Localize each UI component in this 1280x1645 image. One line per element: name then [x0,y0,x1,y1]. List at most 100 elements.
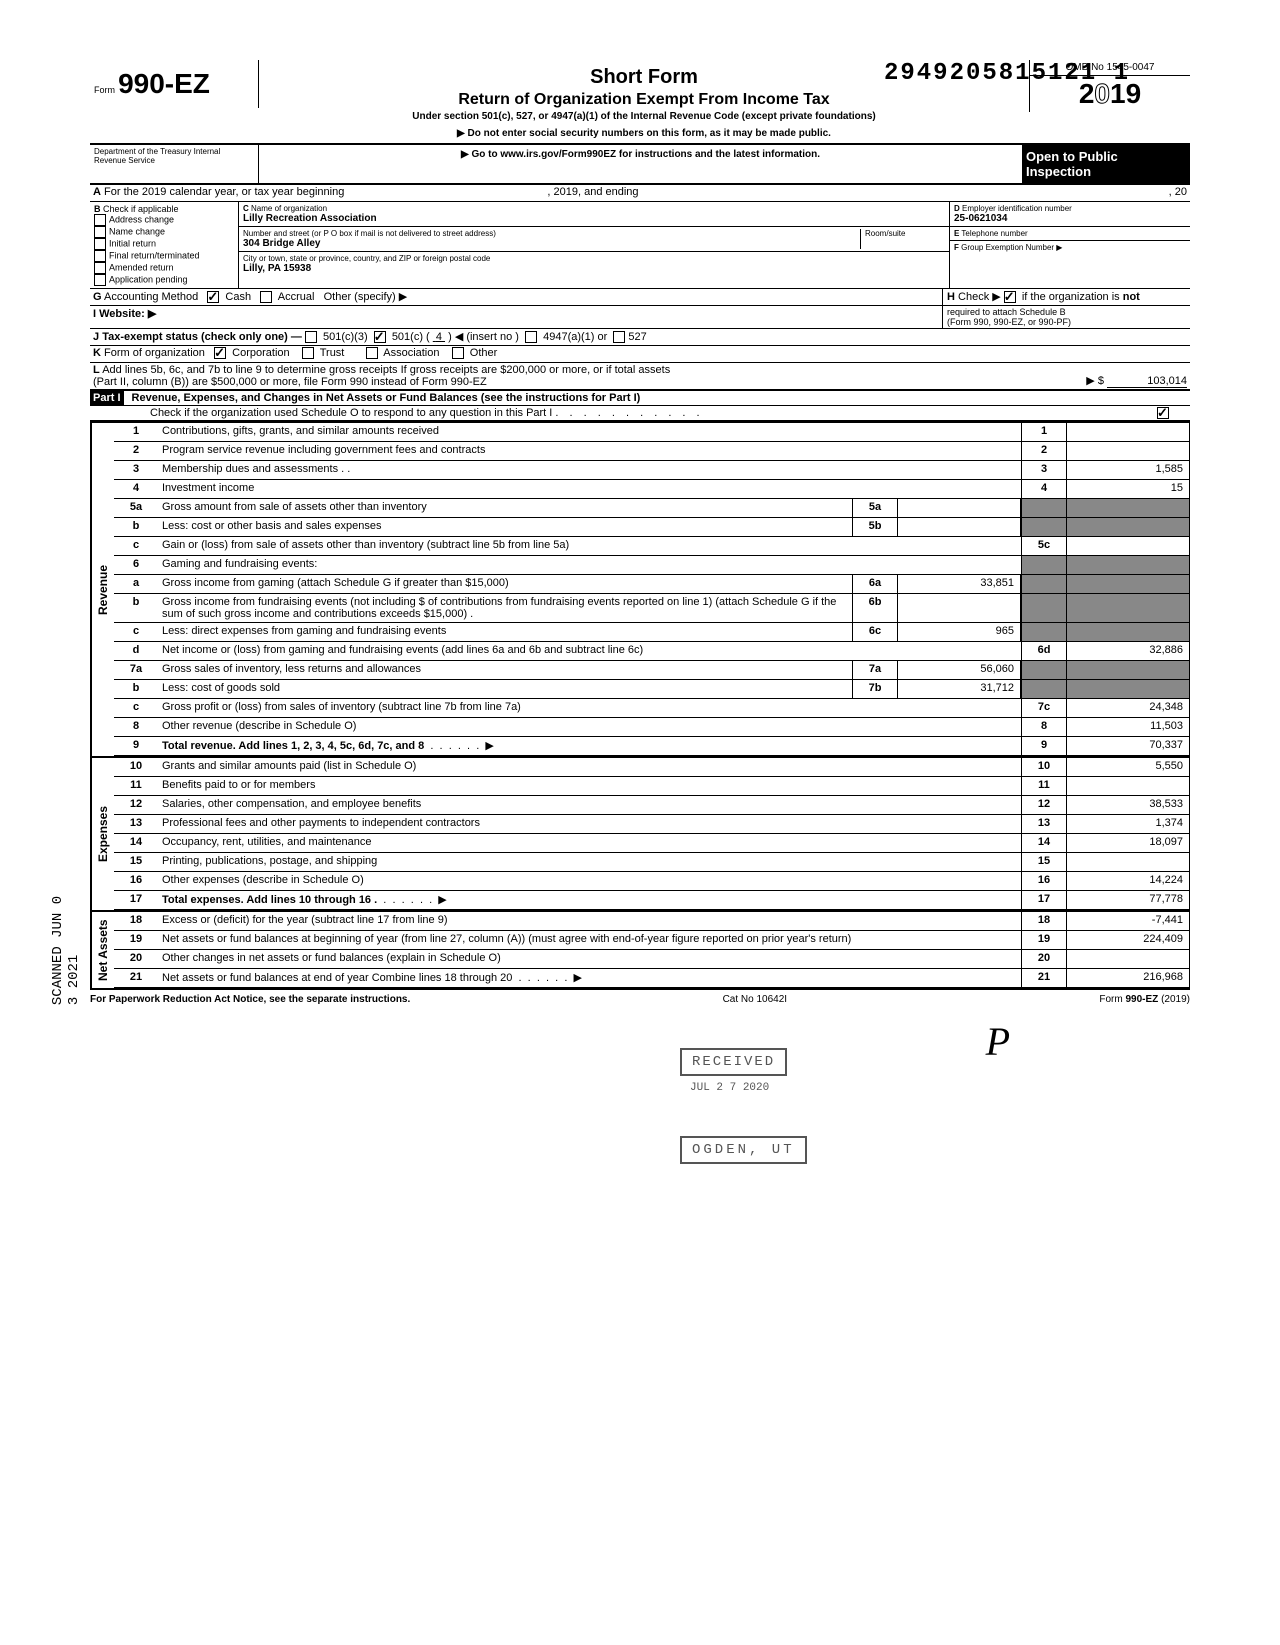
shaded-cell [1066,556,1189,574]
line-description: Gross income from fundraising events (no… [158,594,852,622]
line-row: cGain or (loss) from sale of assets othe… [114,537,1189,556]
form-prefix: Form [94,85,115,95]
shaded-cell [1021,661,1066,679]
cb-amended[interactable] [94,262,106,274]
cb-app-pending[interactable] [94,274,106,286]
line-row: cLess: direct expenses from gaming and f… [114,623,1189,642]
footer: For Paperwork Reduction Act Notice, see … [90,990,1190,1005]
line-number: 16 [114,872,158,890]
cb-4947[interactable] [525,331,537,343]
line-row: 5aGross amount from sale of assets other… [114,499,1189,518]
line-row: 17Total expenses. Add lines 10 through 1… [114,891,1189,910]
line-description: Gaming and fundraising events: [158,556,1021,574]
line-number: a [114,575,158,593]
j-label: Tax-exempt status (check only one) — [102,331,302,343]
cb-corp[interactable] [214,347,226,359]
part1-check-text: Check if the organization used Schedule … [150,407,552,419]
cb-address-change[interactable] [94,214,106,226]
cb-scheduleo[interactable] [1157,407,1169,419]
signature-initial: P [986,1018,1010,1065]
expenses-section: Expenses 10Grants and similar amounts pa… [90,756,1190,910]
line-box: 1 [1021,423,1066,441]
line-box: 15 [1021,853,1066,871]
open-public-label: Open to Public Inspection [1022,145,1190,183]
cb-501c[interactable] [374,331,386,343]
h-label: Check ▶ [958,291,1001,303]
cb-501c3[interactable] [305,331,317,343]
line-a-end: , 20 [1024,185,1190,201]
line-description: Gross amount from sale of assets other t… [158,499,852,517]
inner-value: 965 [898,623,1021,641]
line-value: 216,968 [1066,969,1189,987]
line-description: Membership dues and assessments . . [158,461,1021,479]
line-number: 11 [114,777,158,795]
line-description: Gross profit or (loss) from sales of inv… [158,699,1021,717]
line-description: Professional fees and other payments to … [158,815,1021,833]
line-box: 16 [1021,872,1066,890]
line-value: 5,550 [1066,758,1189,776]
line-number: c [114,537,158,555]
shaded-cell [1021,575,1066,593]
cb-other-org[interactable] [452,347,464,359]
line-description: Other expenses (describe in Schedule O) [158,872,1021,890]
l-value: 103,014 [1107,375,1187,388]
i-label: Website: ▶ [99,308,156,320]
room-suite-label: Room/suite [865,229,945,238]
cb-accrual[interactable] [260,291,272,303]
cb-assoc[interactable] [366,347,378,359]
opt-501c-suffix: ) ◀ (insert no ) [448,331,519,343]
opt-527: 527 [628,331,646,343]
cb-cash[interactable] [207,291,219,303]
line-description: Less: cost of goods sold [158,680,852,698]
line-box: 2 [1021,442,1066,460]
inner-box: 6b [852,594,898,622]
line-row: 2Program service revenue including gover… [114,442,1189,461]
row-l: L Add lines 5b, 6c, and 7b to line 9 to … [90,363,1190,391]
line-number: c [114,623,158,641]
line-row: 18Excess or (deficit) for the year (subt… [114,912,1189,931]
opt-other-org: Other [470,347,498,359]
stamp-received: RECEIVED [680,1048,787,1076]
shaded-cell [1021,499,1066,517]
cb-final-return[interactable] [94,250,106,262]
dots: . . . . . . . . . . . [555,407,703,419]
row-i: I Website: ▶ required to attach Schedule… [90,306,1190,329]
line-row: 20Other changes in net assets or fund ba… [114,950,1189,969]
line-description: Gross income from gaming (attach Schedul… [158,575,852,593]
cb-527[interactable] [613,331,625,343]
line-row: 11Benefits paid to or for members11 [114,777,1189,796]
opt-trust: Trust [320,347,345,359]
line-number: 2 [114,442,158,460]
line-row: cGross profit or (loss) from sales of in… [114,699,1189,718]
line-description: Other revenue (describe in Schedule O) [158,718,1021,736]
line-number: 20 [114,950,158,968]
line-value [1066,442,1189,460]
line-value: 32,886 [1066,642,1189,660]
line-box: 13 [1021,815,1066,833]
line-box: 14 [1021,834,1066,852]
line-box: 11 [1021,777,1066,795]
inner-value: 31,712 [898,680,1021,698]
cb-name-change[interactable] [94,226,106,238]
form-number: 990-EZ [118,68,210,99]
part1-title: Revenue, Expenses, and Changes in Net As… [132,392,641,404]
line-value: 15 [1066,480,1189,498]
inner-value: 33,851 [898,575,1021,593]
line-row: 21Net assets or fund balances at end of … [114,969,1189,988]
line-value: 1,374 [1066,815,1189,833]
inner-value: 56,060 [898,661,1021,679]
dept-label: Department of the Treasury Internal Reve… [90,145,259,183]
line-number: 3 [114,461,158,479]
line-number: 12 [114,796,158,814]
cb-trust[interactable] [302,347,314,359]
row-j: J Tax-exempt status (check only one) — 5… [90,329,1190,346]
line-number: 15 [114,853,158,871]
shaded-cell [1021,680,1066,698]
cb-scheduleb[interactable] [1004,291,1016,303]
l-text2: (Part II, column (B)) are $500,000 or mo… [93,376,487,388]
cb-initial-return[interactable] [94,238,106,250]
expenses-label: Expenses [91,758,114,910]
line-value: 24,348 [1066,699,1189,717]
line-row: bGross income from fundraising events (n… [114,594,1189,623]
footer-left: For Paperwork Reduction Act Notice, see … [90,994,410,1005]
